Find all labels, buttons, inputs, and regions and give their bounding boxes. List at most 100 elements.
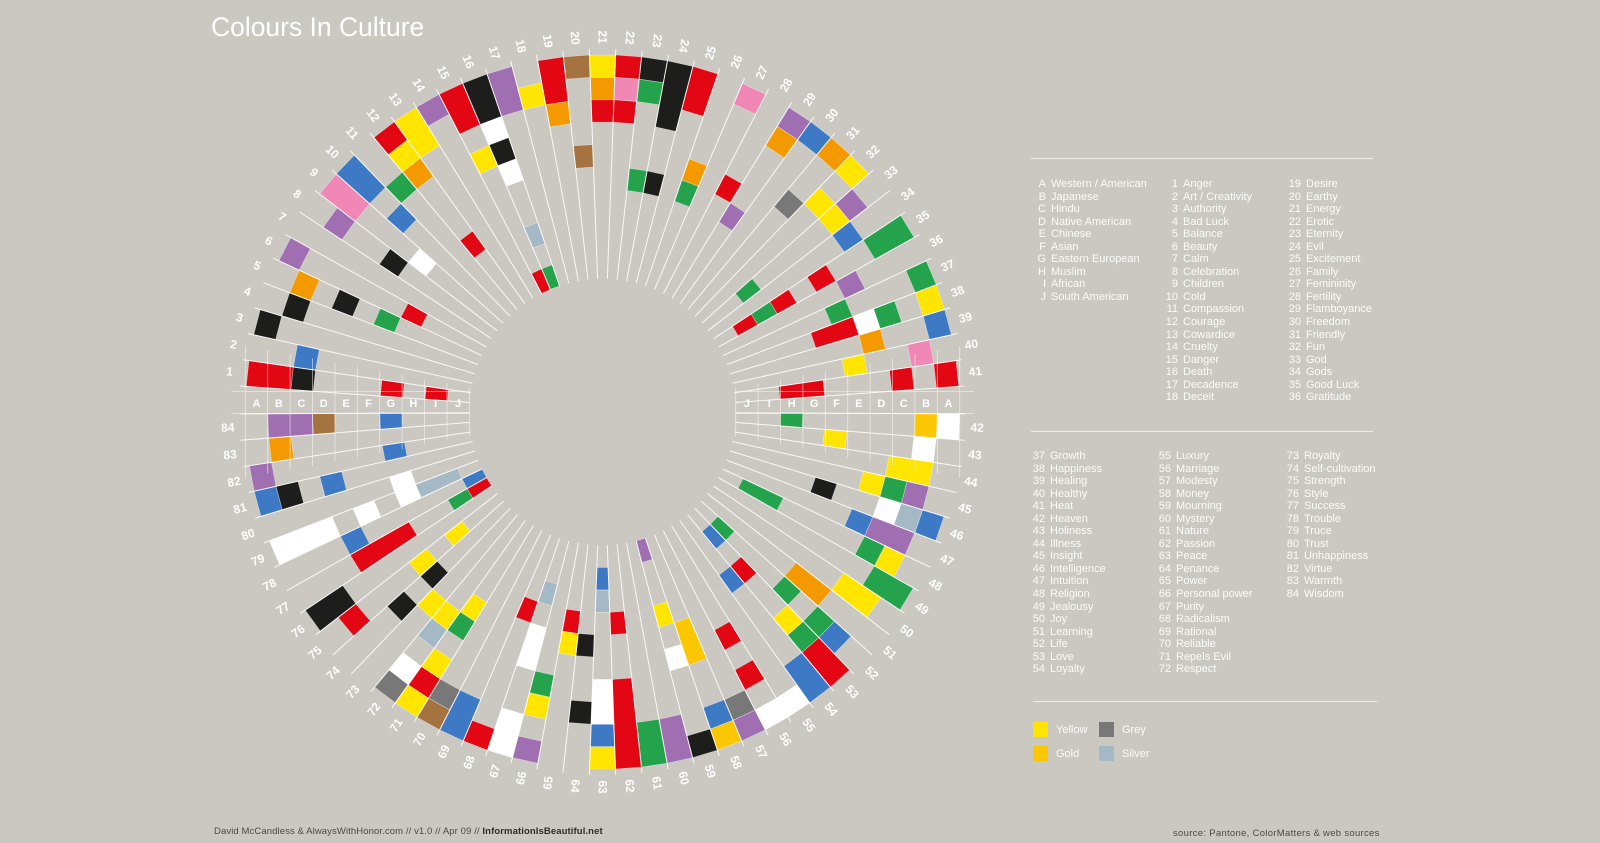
svg-text:54: 54 [821,700,840,719]
svg-text:75: 75 [305,643,324,663]
svg-text:76: 76 [289,621,308,640]
svg-text:8: 8 [291,186,305,201]
svg-text:73: 73 [343,682,363,702]
svg-text:62: 62 [622,779,637,794]
svg-text:C: C [900,398,908,410]
svg-text:30: 30 [822,105,841,124]
svg-text:A: A [945,398,953,410]
svg-text:5: 5 [251,258,263,274]
svg-text:71: 71 [387,716,406,735]
svg-text:74: 74 [324,663,344,683]
svg-text:25: 25 [702,44,719,61]
svg-text:I: I [434,398,437,410]
svg-text:G: G [810,398,819,410]
svg-text:34: 34 [898,184,917,203]
svg-text:41: 41 [968,364,983,379]
svg-text:6: 6 [263,233,276,249]
svg-text:20: 20 [568,31,583,46]
svg-text:45: 45 [957,500,974,517]
svg-text:47: 47 [938,551,956,569]
svg-text:16: 16 [459,53,477,71]
svg-text:G: G [387,398,396,410]
svg-text:66: 66 [513,770,530,786]
svg-text:50: 50 [897,622,916,641]
svg-text:78: 78 [260,575,279,594]
svg-text:36: 36 [927,231,946,250]
svg-text:60: 60 [676,770,693,786]
svg-text:58: 58 [727,754,745,772]
svg-text:D: D [877,398,885,410]
svg-text:80: 80 [239,526,257,544]
svg-text:2: 2 [229,337,238,352]
svg-text:44: 44 [963,474,979,490]
svg-text:46: 46 [948,526,966,544]
svg-text:67: 67 [486,762,503,779]
svg-text:52: 52 [862,663,882,683]
svg-text:A: A [253,398,261,410]
svg-text:82: 82 [226,474,242,490]
svg-text:14: 14 [409,76,428,95]
svg-text:53: 53 [842,682,862,702]
svg-text:29: 29 [800,90,819,109]
svg-text:4: 4 [242,284,253,300]
svg-text:69: 69 [435,743,453,761]
svg-text:27: 27 [753,63,771,81]
svg-text:D: D [320,398,328,410]
svg-text:65: 65 [540,775,556,791]
svg-text:9: 9 [307,165,321,180]
svg-text:33: 33 [881,163,900,183]
svg-text:H: H [409,398,417,410]
svg-text:C: C [297,398,305,410]
svg-text:18: 18 [513,38,530,54]
svg-text:I: I [768,398,771,410]
svg-text:51: 51 [880,643,899,663]
svg-text:79: 79 [249,551,267,569]
svg-text:B: B [275,398,283,410]
svg-text:56: 56 [776,730,795,749]
svg-text:42: 42 [970,420,984,435]
svg-text:21: 21 [596,30,610,44]
svg-text:H: H [788,398,796,410]
svg-text:31: 31 [843,123,863,143]
svg-text:J: J [455,398,461,410]
svg-text:B: B [922,398,930,410]
svg-text:10: 10 [323,142,343,162]
svg-text:13: 13 [386,90,405,109]
svg-text:77: 77 [274,599,293,618]
svg-text:84: 84 [221,420,235,435]
svg-text:E: E [855,398,862,410]
svg-text:15: 15 [434,63,452,81]
svg-text:32: 32 [863,142,883,162]
svg-text:61: 61 [649,775,665,791]
svg-text:68: 68 [460,753,478,771]
svg-text:F: F [833,398,840,410]
svg-text:19: 19 [540,33,556,49]
svg-text:64: 64 [568,779,583,794]
svg-text:22: 22 [622,31,637,46]
svg-text:72: 72 [364,699,383,718]
svg-text:49: 49 [913,599,932,618]
svg-text:39: 39 [957,309,974,326]
svg-text:1: 1 [226,364,234,379]
svg-text:57: 57 [752,743,770,761]
svg-text:63: 63 [596,780,610,794]
svg-text:24: 24 [676,38,693,54]
svg-text:E: E [342,398,349,410]
svg-text:40: 40 [964,336,980,352]
svg-text:23: 23 [649,33,665,49]
svg-text:70: 70 [410,730,429,749]
svg-text:59: 59 [702,763,719,780]
svg-text:48: 48 [926,575,945,594]
svg-text:J: J [744,398,750,410]
svg-text:35: 35 [913,207,932,226]
svg-text:F: F [365,398,372,410]
svg-text:43: 43 [968,447,983,462]
svg-text:11: 11 [343,124,362,143]
svg-text:81: 81 [232,500,249,517]
svg-text:55: 55 [799,716,818,735]
svg-text:38: 38 [949,283,966,301]
svg-text:37: 37 [939,257,957,275]
svg-text:3: 3 [235,310,245,325]
svg-text:17: 17 [486,44,503,61]
svg-text:83: 83 [223,447,238,462]
